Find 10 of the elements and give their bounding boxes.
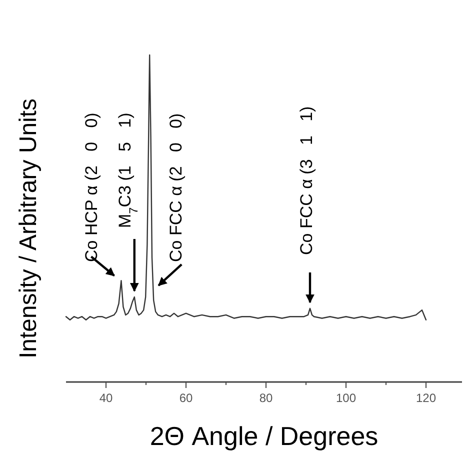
annotation: Co FCC α (2 0 0) (166, 113, 186, 262)
x-tick-label: 100 (336, 391, 356, 405)
x-tick-label: 40 (99, 391, 113, 405)
annotation: Co FCC α (3 1 1) (297, 106, 316, 255)
x-axis-title: 2Θ Angle / Degrees (150, 421, 378, 451)
y-axis-title: Intensity / Arbitrary Units (15, 98, 42, 359)
annotation: Co HCP α (2 0 0) (82, 112, 102, 262)
x-tick-label: 60 (179, 391, 193, 405)
x-tick-label: 80 (259, 391, 273, 405)
x-tick-label: 120 (416, 391, 436, 405)
